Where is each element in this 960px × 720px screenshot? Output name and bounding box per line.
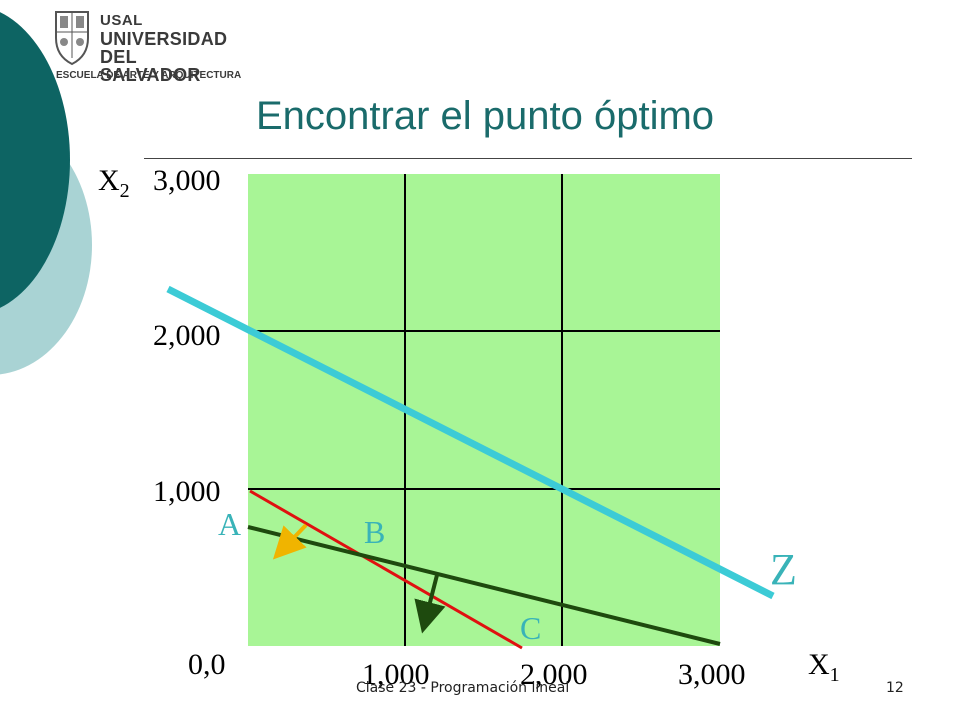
y-axis-label: X2 (98, 164, 130, 203)
point-a-label: A (218, 506, 242, 542)
point-c-label: C (520, 610, 542, 646)
origin-label: 0,0 (188, 648, 226, 681)
slide-title: Encontrar el punto óptimo (256, 94, 715, 138)
decorative-circles (0, 12, 92, 375)
x-axis-name: X (808, 648, 830, 681)
arrow-green-icon (414, 574, 446, 634)
title-divider (144, 158, 912, 159)
y-axis-name: X (98, 164, 120, 197)
x-axis-label: X1 (808, 648, 840, 687)
constraint-line-green (247, 525, 721, 646)
arrow-yellow-icon (272, 523, 308, 560)
logo-name-line1: UNIVERSIDAD (100, 29, 228, 49)
point-b-label: B (364, 514, 386, 550)
page-number: 12 (886, 680, 904, 696)
y-axis-subscript: 2 (119, 180, 130, 202)
y-tick-3000: 3,000 (153, 164, 221, 197)
y-tick-1000: 1,000 (153, 475, 221, 508)
decorative-dark-circle (0, 12, 70, 308)
shield-icon (55, 11, 89, 66)
logo-school: ESCUELA DE ARTE Y ARQUITECTURA (56, 70, 242, 81)
objective-line-z (166, 285, 775, 600)
logo-name-line2: DEL SALVADOR (100, 47, 201, 85)
constraint-line-red (249, 489, 523, 650)
y-tick-2000: 2,000 (153, 319, 221, 352)
feasible-region (248, 174, 720, 646)
x-axis-subscript: 1 (829, 664, 840, 686)
logo-acronym: USAL (100, 12, 143, 29)
x-tick-1000: 1,000 (362, 658, 430, 691)
x-tick-3000: 3,000 (678, 658, 746, 691)
university-logo: USAL UNIVERSIDAD DEL SALVADOR ESCUELA DE… (52, 8, 242, 86)
objective-z-label: Z (770, 545, 797, 594)
x-tick-2000: 2,000 (520, 658, 588, 691)
footer-caption: Clase 23 - Programación lineal (356, 680, 570, 696)
